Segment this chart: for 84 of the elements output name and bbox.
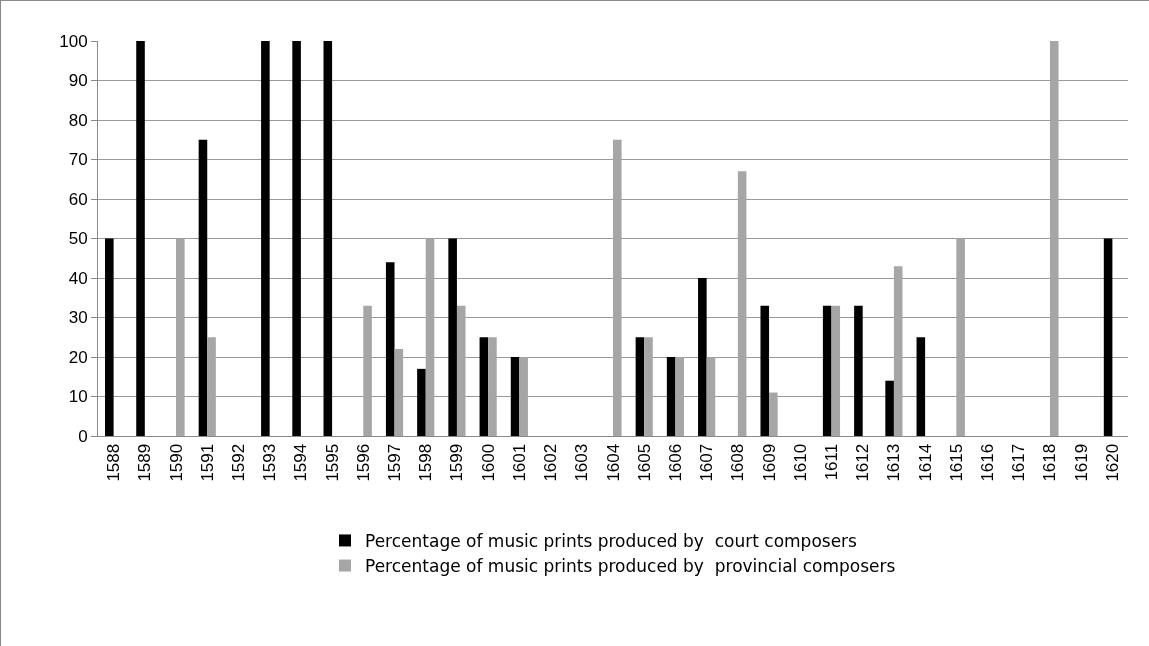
legend-label: Percentage of music prints produced by provincial composers	[365, 556, 896, 577]
x-tick-label: 1598	[416, 443, 436, 482]
x-tick-label: 1591	[197, 443, 217, 482]
bar	[1049, 41, 1059, 436]
bar	[456, 305, 466, 436]
x-tick-label: 1611	[822, 443, 842, 481]
bar	[394, 349, 404, 436]
x-tick-label: 1615	[946, 443, 966, 482]
x-tick-label: 1593	[260, 443, 280, 482]
bar	[706, 357, 716, 436]
bar	[363, 305, 372, 436]
bar	[822, 305, 832, 436]
bar	[893, 266, 903, 436]
bar	[635, 337, 645, 436]
bar	[323, 41, 333, 436]
x-tick-label: 1620	[1102, 443, 1122, 482]
bar	[854, 305, 863, 436]
x-tick-label: 1616	[978, 443, 998, 482]
x-tick-label: 1606	[665, 443, 685, 482]
bar	[885, 380, 894, 436]
bar	[510, 357, 520, 436]
x-tick-label: 1594	[291, 443, 311, 482]
x-tick-label: 1612	[853, 443, 873, 482]
x-tick-label: 1614	[915, 443, 935, 482]
x-tick-label: 1617	[1009, 443, 1029, 482]
y-tick-label: 70	[68, 150, 88, 170]
bar	[198, 139, 208, 436]
x-tick-label: 1588	[104, 443, 124, 482]
bar	[613, 139, 622, 436]
y-tick-label: 30	[68, 308, 88, 328]
bar	[479, 337, 489, 436]
bar	[675, 357, 685, 436]
x-tick-label: 1589	[135, 443, 155, 482]
bar	[488, 337, 497, 436]
x-tick-label: 1605	[634, 443, 654, 482]
x-tick-label: 1595	[322, 443, 342, 482]
y-tick-label: 0	[78, 426, 88, 446]
y-tick-label: 80	[68, 110, 88, 130]
y-tick-label: 50	[68, 229, 88, 249]
bar	[261, 41, 270, 436]
bar	[666, 357, 676, 436]
x-tick-label: 1618	[1040, 443, 1060, 482]
bar	[105, 238, 114, 436]
x-tick-label: 1599	[447, 443, 467, 482]
y-tick-label: 20	[68, 347, 88, 367]
x-tick-label: 1602	[541, 443, 561, 482]
bar	[385, 262, 395, 436]
x-tick-label: 1603	[572, 443, 592, 482]
y-tick-label: 60	[68, 189, 88, 209]
x-tick-label: 1590	[166, 443, 186, 482]
x-tick-label: 1600	[478, 443, 498, 482]
x-tick-label: 1610	[790, 443, 810, 482]
bar	[916, 337, 926, 436]
bar	[207, 337, 216, 436]
x-tick-label: 1619	[1071, 443, 1091, 482]
bar	[292, 41, 301, 436]
bar	[519, 357, 528, 436]
bar	[136, 41, 145, 436]
legend-label: Percentage of music prints produced by court composers	[365, 531, 858, 552]
bar	[176, 238, 185, 436]
x-tick-label: 1604	[603, 443, 623, 482]
bar	[448, 238, 457, 436]
y-tick-label: 100	[59, 31, 88, 51]
x-tick-label: 1601	[509, 443, 529, 482]
bar	[1103, 238, 1113, 436]
x-tick-label: 1613	[884, 443, 904, 482]
y-tick-label: 40	[68, 268, 88, 288]
bar	[698, 278, 707, 436]
bar	[769, 392, 778, 436]
bar	[956, 238, 965, 436]
x-tick-label: 1597	[385, 443, 405, 482]
y-tick-label: 90	[68, 71, 88, 91]
bar	[644, 337, 653, 436]
x-tick-label: 1607	[697, 443, 717, 482]
bar	[831, 305, 841, 436]
x-tick-label: 1596	[353, 443, 373, 482]
bar	[760, 305, 770, 436]
bar	[425, 238, 435, 436]
x-tick-label: 1592	[228, 443, 248, 482]
bar	[737, 171, 747, 436]
x-tick-label: 1608	[728, 443, 748, 482]
bar	[417, 368, 426, 436]
x-tick-label: 1609	[759, 443, 779, 482]
y-tick-label: 10	[68, 387, 88, 407]
